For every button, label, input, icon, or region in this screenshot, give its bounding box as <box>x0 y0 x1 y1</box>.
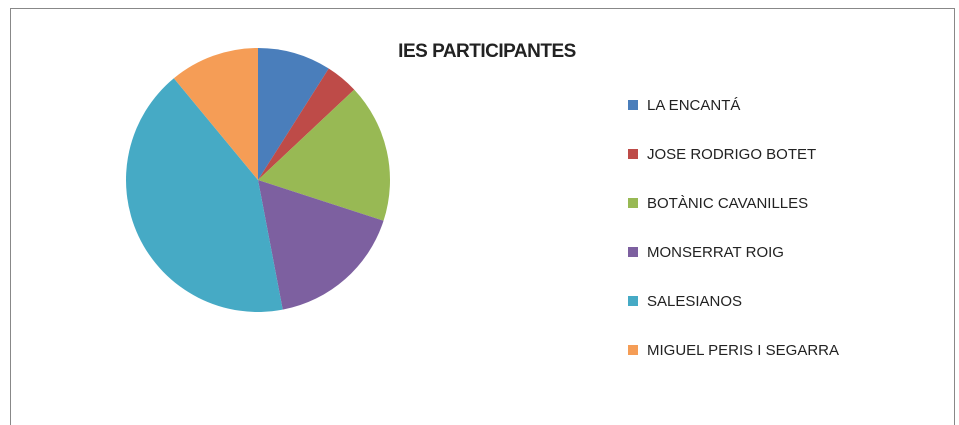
pie-slice <box>258 48 329 180</box>
pie-slice <box>258 68 355 180</box>
pie-slice <box>126 78 283 312</box>
chart-title: IES PARTICIPANTES <box>398 41 576 62</box>
legend-swatch <box>628 345 638 355</box>
legend-label: MIGUEL PERIS I SEGARRA <box>647 342 839 359</box>
pie-slice <box>173 48 258 180</box>
legend-swatch <box>628 149 638 159</box>
legend-label: BOTÀNIC CAVANILLES <box>647 195 808 212</box>
legend-swatch <box>628 247 638 257</box>
pie-slice <box>258 89 390 221</box>
legend-label: SALESIANOS <box>647 293 742 310</box>
legend-swatch <box>628 198 638 208</box>
legend-label: LA ENCANTÁ <box>647 97 740 114</box>
legend-swatch <box>628 100 638 110</box>
legend-label: MONSERRAT ROIG <box>647 244 784 261</box>
legend-swatch <box>628 296 638 306</box>
legend-label: JOSE RODRIGO BOTET <box>647 146 816 163</box>
pie-slice <box>258 180 384 310</box>
